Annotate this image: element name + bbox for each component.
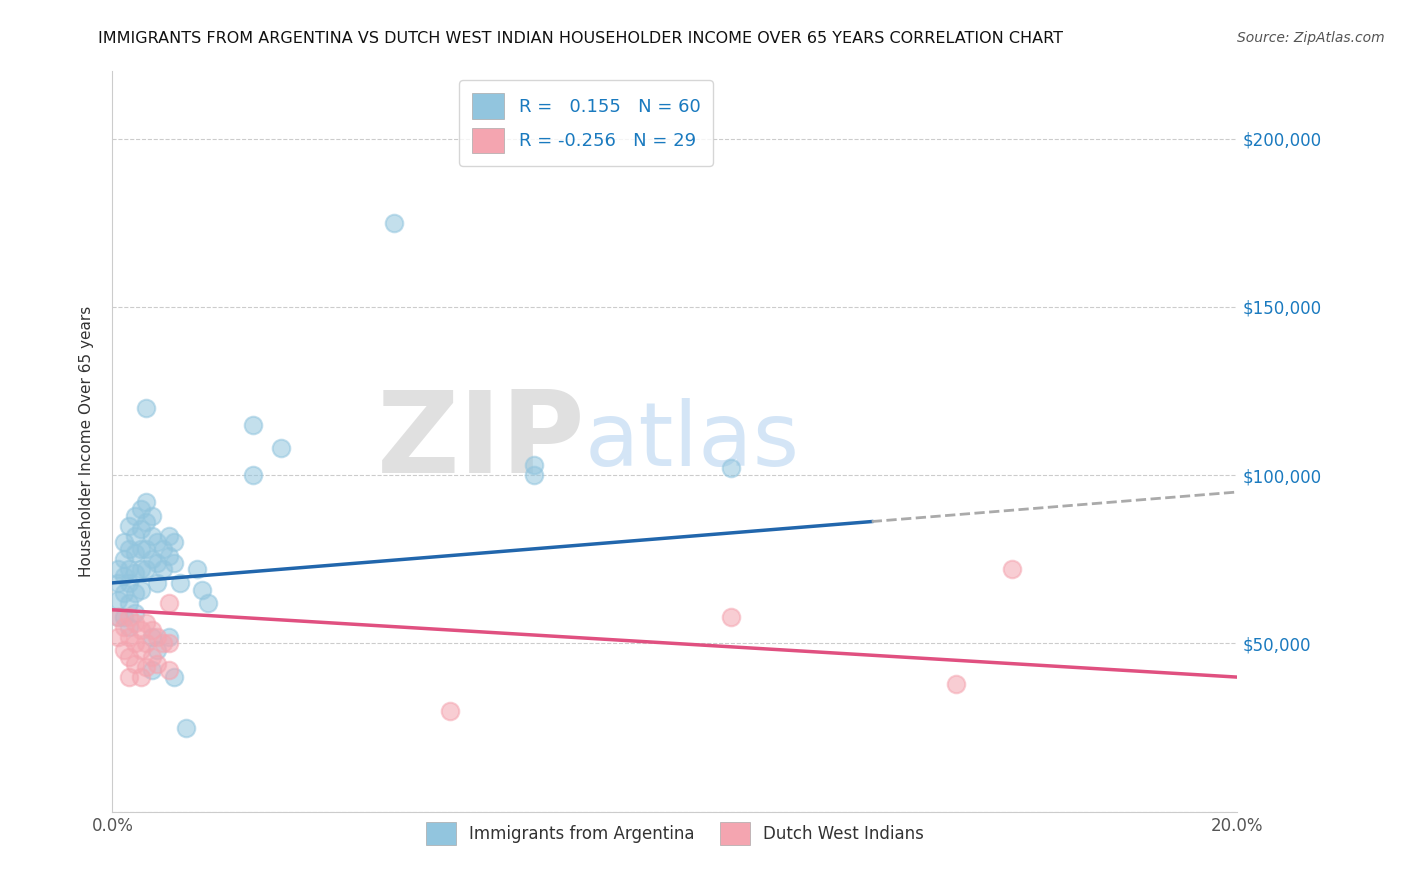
Point (124, 508, 146, 523)
Text: Source: ZipAtlas.com: Source: ZipAtlas.com (1237, 31, 1385, 45)
Point (118, 596, 141, 610)
Point (135, 562, 157, 576)
Point (1001, 562, 1024, 576)
Text: IMMIGRANTS FROM ARGENTINA VS DUTCH WEST INDIAN HOUSEHOLDER INCOME OVER 65 YEARS : IMMIGRANTS FROM ARGENTINA VS DUTCH WEST … (98, 31, 1063, 46)
Point (270, 442, 292, 456)
Point (135, 516, 157, 530)
Point (124, 606, 146, 620)
Point (242, 417, 264, 432)
Point (129, 623, 152, 637)
Point (174, 721, 197, 735)
Point (124, 586, 146, 600)
Point (163, 535, 186, 549)
Point (186, 562, 208, 576)
Point (146, 657, 169, 671)
Point (439, 704, 461, 718)
Text: atlas: atlas (585, 398, 800, 485)
Point (107, 592, 129, 607)
Point (118, 670, 141, 684)
Point (945, 677, 967, 691)
Point (135, 660, 157, 674)
Point (135, 616, 157, 631)
Point (124, 636, 146, 650)
Point (146, 535, 169, 549)
Point (112, 552, 135, 566)
Point (157, 636, 180, 650)
Point (112, 609, 135, 624)
Point (197, 596, 219, 610)
Point (157, 529, 180, 543)
Point (157, 596, 180, 610)
Point (112, 569, 135, 583)
Point (107, 609, 129, 624)
Legend: Immigrants from Argentina, Dutch West Indians: Immigrants from Argentina, Dutch West In… (416, 812, 934, 855)
Point (157, 549, 180, 563)
Point (141, 623, 163, 637)
Point (129, 582, 152, 597)
Point (141, 664, 163, 678)
Point (107, 575, 129, 590)
Point (107, 630, 129, 644)
Point (112, 586, 135, 600)
Point (118, 619, 141, 633)
Point (135, 495, 157, 509)
Point (146, 556, 169, 570)
Point (129, 522, 152, 536)
Point (146, 575, 169, 590)
Point (720, 461, 742, 475)
Point (382, 216, 405, 230)
Point (157, 664, 180, 678)
Point (169, 575, 191, 590)
Text: ZIP: ZIP (377, 386, 585, 497)
Point (118, 562, 141, 576)
Point (118, 542, 141, 557)
Point (523, 458, 546, 472)
Point (523, 468, 546, 483)
Point (152, 636, 174, 650)
Point (124, 616, 146, 631)
Point (152, 562, 174, 576)
Point (141, 508, 163, 523)
Point (157, 630, 180, 644)
Point (135, 636, 157, 650)
Y-axis label: Householder Income Over 65 years: Householder Income Over 65 years (79, 306, 94, 577)
Point (720, 609, 742, 624)
Point (129, 501, 152, 516)
Point (112, 535, 135, 549)
Point (146, 630, 169, 644)
Point (135, 401, 157, 415)
Point (124, 657, 146, 671)
Point (146, 643, 169, 657)
Point (118, 630, 141, 644)
Point (112, 619, 135, 633)
Point (124, 529, 146, 543)
Point (242, 468, 264, 483)
Point (141, 630, 163, 644)
Point (124, 566, 146, 580)
Point (129, 643, 152, 657)
Point (141, 552, 163, 566)
Point (107, 562, 129, 576)
Point (129, 542, 152, 557)
Point (129, 562, 152, 576)
Point (118, 649, 141, 664)
Point (163, 556, 186, 570)
Point (135, 542, 157, 557)
Point (191, 582, 214, 597)
Point (118, 609, 141, 624)
Point (129, 670, 152, 684)
Point (141, 649, 163, 664)
Point (112, 643, 135, 657)
Point (118, 518, 141, 533)
Point (152, 542, 174, 557)
Point (107, 609, 129, 624)
Point (118, 575, 141, 590)
Point (163, 670, 186, 684)
Point (124, 546, 146, 560)
Point (141, 529, 163, 543)
